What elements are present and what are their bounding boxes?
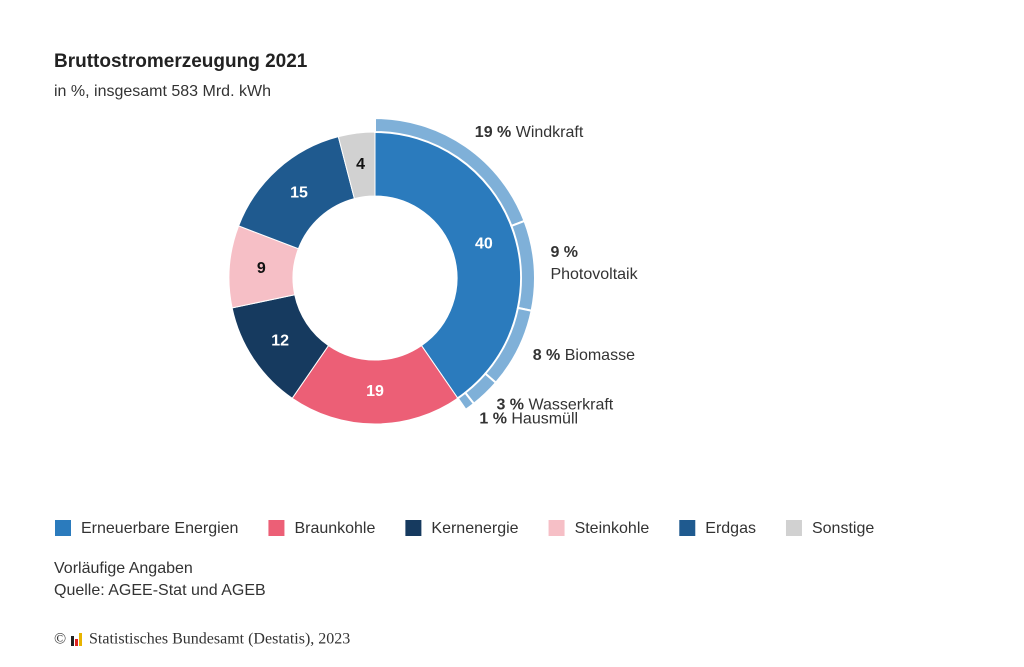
breakdown-value-label: 3 % [496, 397, 524, 414]
breakdown-label: 19 % Windkraft [475, 124, 584, 141]
legend-label: Steinkohle [575, 520, 650, 537]
legend-label: Erdgas [705, 520, 756, 537]
logo [71, 633, 82, 646]
legend-swatch [785, 520, 802, 536]
breakdown-value-label: 9 % [550, 244, 578, 261]
breakdown-name: Wasserkraft [528, 397, 613, 414]
breakdown-label: 8 % Biomasse [533, 347, 635, 364]
segment-label: 40 [475, 235, 493, 252]
legend-label: Braunkohle [294, 520, 375, 537]
note: Vorläufige Angaben [54, 560, 193, 577]
legend-swatch [679, 520, 696, 536]
breakdown-label: 9 % Photovoltaik [550, 244, 638, 283]
chart-subtitle: in %, insgesamt 583 Mrd. kWh [54, 83, 271, 100]
legend-label: Kernenergie [431, 520, 518, 537]
breakdown-value-label: 19 % [475, 124, 511, 141]
copyright: Statistisches Bundesamt (Destatis), 2023 [89, 631, 350, 648]
note: Quelle: AGEE-Stat und AGEB [54, 582, 266, 599]
breakdown-name: Photovoltaik [550, 266, 638, 283]
breakdown-name: Hausmüll [511, 411, 578, 428]
chart-title: Bruttostromerzeugung 2021 [54, 51, 308, 72]
legend-swatch [55, 520, 71, 536]
segment-label: 19 [366, 383, 384, 400]
legend-swatch [548, 520, 565, 536]
legend-swatch [268, 520, 285, 536]
donut-segment [337, 131, 376, 200]
segment-label: 4 [356, 156, 365, 173]
breakdown-name: Windkraft [516, 124, 584, 141]
legend-label: Erneuerbare Energien [81, 520, 238, 537]
segment-label: 15 [290, 184, 308, 201]
breakdown-name: Biomasse [565, 347, 635, 364]
breakdown-label: 3 % Wasserkraft [496, 397, 613, 414]
breakdown-value-label: 1 % [479, 411, 507, 428]
copyright-symbol: © [54, 631, 66, 648]
segment-label: 9 [257, 260, 266, 277]
breakdown-value-label: 8 % [533, 347, 561, 364]
breakdown-label: 1 % Hausmüll [479, 411, 578, 428]
legend-label: Sonstige [812, 520, 874, 537]
legend-swatch [405, 520, 422, 536]
segment-label: 12 [271, 332, 289, 349]
breakdown-segment [456, 391, 476, 412]
